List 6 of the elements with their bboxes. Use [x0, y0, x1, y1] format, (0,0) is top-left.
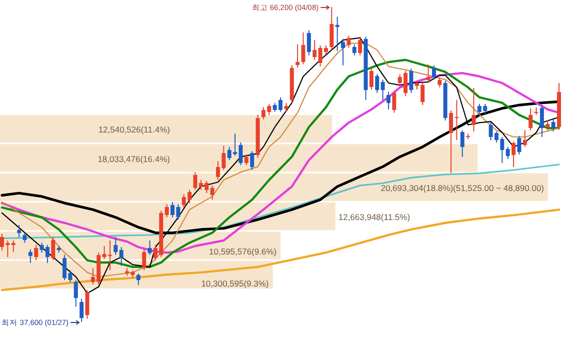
data-label: 12,540,526(11.4%)	[98, 124, 170, 135]
data-label: 10,300,595(9.3%)	[201, 278, 269, 288]
data-label: 20,693,304(18.8%)(51,525.00 ~ 48,890.00)	[380, 182, 544, 193]
data-label: 18,033,476(16.4%)	[98, 154, 170, 164]
data-label: 12,663,948(11.5%)	[338, 212, 410, 222]
data-label: 10,595,576(9.6%)	[209, 246, 277, 256]
